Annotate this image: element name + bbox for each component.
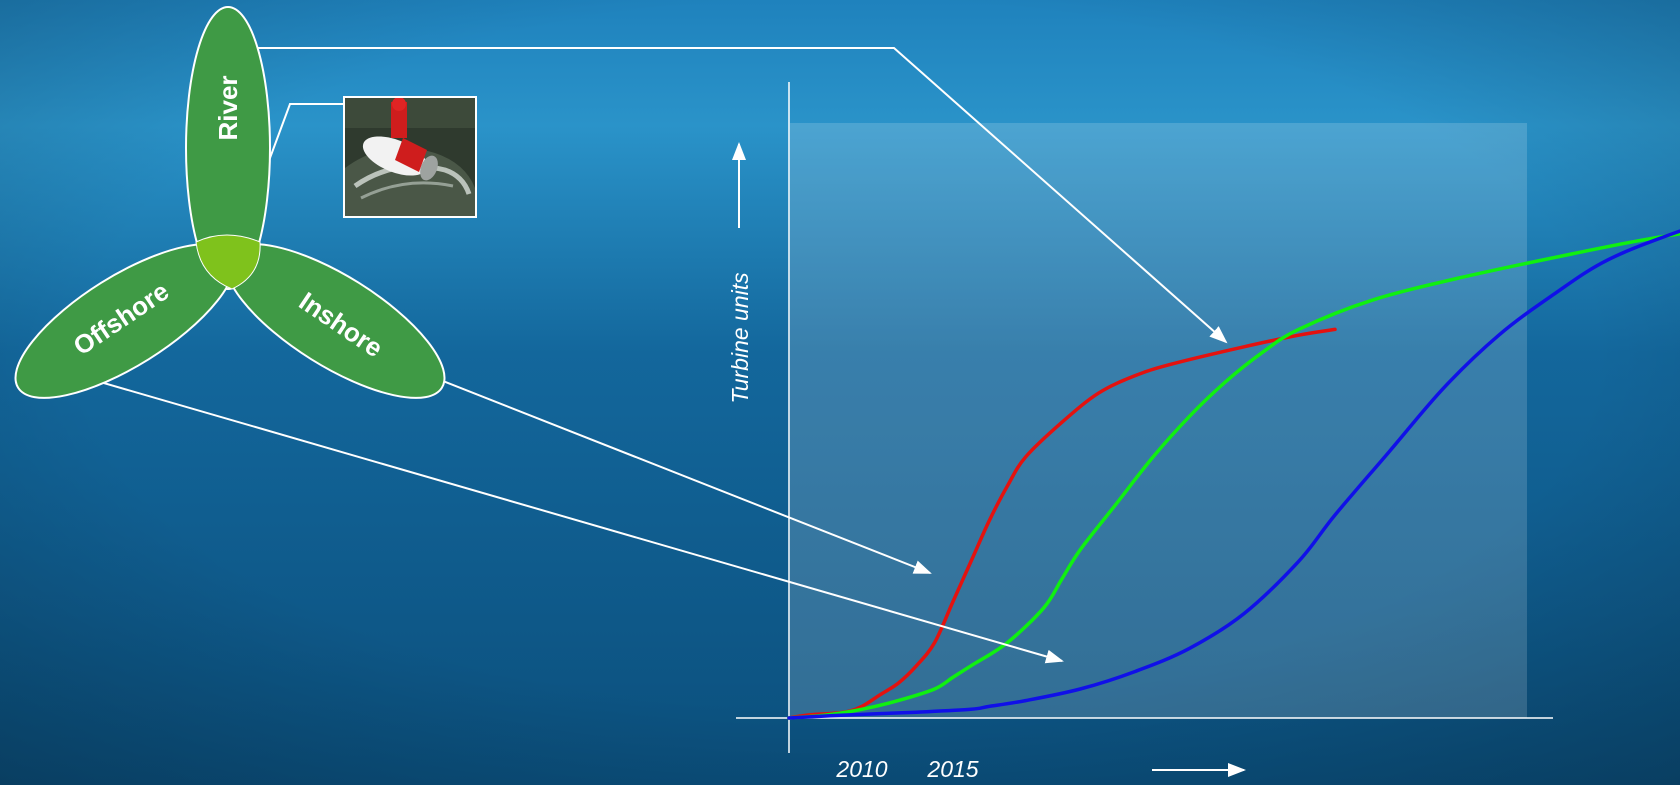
river-connector-line <box>232 47 1228 344</box>
offshore-connector-line <box>51 367 1064 664</box>
x-tick-label-2015: 2015 <box>926 756 978 782</box>
river-turbine-photo <box>343 96 477 218</box>
offshore-series-line <box>787 229 1680 720</box>
petal-diagram: River Offshore Inshore <box>14 6 446 399</box>
petal-overlap <box>195 234 261 290</box>
river-petal <box>185 6 271 290</box>
petal-label-river: River <box>213 75 243 140</box>
series-layer <box>787 229 1680 720</box>
y-axis-label: Turbine units <box>727 272 753 404</box>
chart-panel <box>790 123 1527 718</box>
x-tick-label-2010: 2010 <box>835 756 887 782</box>
inshore-connector-line <box>414 369 932 574</box>
river-series-line <box>787 327 1337 720</box>
